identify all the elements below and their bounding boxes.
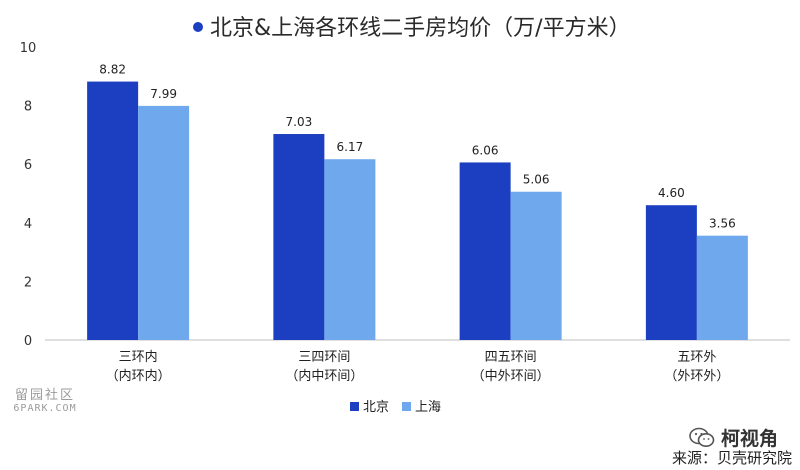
chart-title-group: 北京&上海各环线二手房均价（万/平方米） xyxy=(193,16,631,41)
data-label: 6.17 xyxy=(337,140,364,154)
brand: 柯视角 xyxy=(689,424,778,451)
legend-swatch xyxy=(350,402,359,411)
watermark-url: 6PARK.COM xyxy=(13,403,77,414)
bar xyxy=(273,134,325,340)
data-label: 6.06 xyxy=(472,143,499,157)
x-tick-sublabel: （内中环间） xyxy=(285,368,363,384)
data-label: 5.06 xyxy=(523,173,550,187)
y-tick-label: 0 xyxy=(24,334,32,349)
watermark: 留园社区 6PARK.COM xyxy=(10,384,80,414)
x-tick-label: 四五环间 xyxy=(485,350,537,365)
data-label: 7.99 xyxy=(150,87,177,101)
source-note: 来源：贝壳研究院 xyxy=(671,449,792,467)
x-tick-sublabel: （内环内） xyxy=(106,368,171,384)
bar xyxy=(459,162,511,340)
x-tick-sublabel: （中外环间） xyxy=(472,369,550,384)
y-tick-label: 8 xyxy=(24,100,32,115)
bars: 8.82 7.99 7.03 6.17 6.06 5.06 4.60 3.56 xyxy=(87,63,748,340)
x-tick-sublabel: （外环外） xyxy=(664,369,729,384)
title-marker-icon xyxy=(193,22,203,32)
y-tick-label: 2 xyxy=(24,275,32,290)
bar xyxy=(138,105,190,340)
x-tick-label: 三环内 xyxy=(119,349,158,365)
bar xyxy=(645,205,697,340)
y-axis: 0 2 4 6 8 10 xyxy=(20,41,37,349)
bar xyxy=(696,235,748,340)
y-tick-label: 4 xyxy=(24,217,32,232)
legend-swatch xyxy=(402,402,411,411)
x-axis-labels: 三环内 （内环内） 三四环间 （内中环间） 四五环间 （中外环间） 五环外 （外环外） xyxy=(106,349,730,384)
bar xyxy=(87,81,139,340)
data-label: 8.82 xyxy=(99,63,126,77)
bar xyxy=(510,191,562,340)
legend-label: 北京 xyxy=(363,400,389,415)
data-label: 4.60 xyxy=(658,186,685,200)
bar xyxy=(324,159,376,340)
y-tick-label: 6 xyxy=(24,158,32,173)
x-tick-label: 五环外 xyxy=(677,350,716,365)
x-tick-label: 三四环间 xyxy=(298,350,350,365)
brand-name: 柯视角 xyxy=(720,428,778,450)
chart-title: 北京&上海各环线二手房均价（万/平方米） xyxy=(210,16,631,41)
watermark-text: 留园社区 xyxy=(14,388,75,403)
wechat-icon xyxy=(689,427,715,449)
y-tick-label: 10 xyxy=(20,41,37,56)
legend: 北京 上海 xyxy=(350,400,441,415)
legend-label: 上海 xyxy=(415,400,441,415)
data-label: 3.56 xyxy=(709,217,736,231)
data-label: 7.03 xyxy=(286,115,313,129)
